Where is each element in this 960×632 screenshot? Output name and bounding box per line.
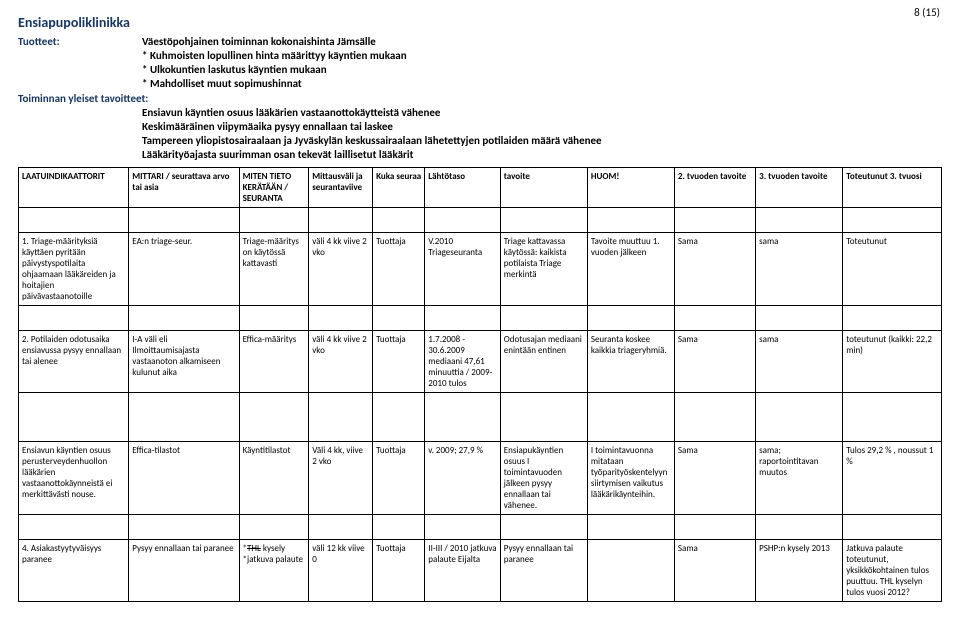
tavoitteet-line1: Ensiavun käyntien osuus lääkärien vastaa… [18, 106, 942, 119]
page-title: Ensiapupoliklinikka [18, 14, 942, 31]
cell: Tuottaja [373, 233, 425, 306]
table-empty-row [19, 417, 942, 442]
cell: Triage-määritys on käytössä kattavasti [239, 233, 309, 306]
tuotteet-line2: * Kuhmoisten lopullinen hinta määrittyy … [18, 49, 942, 62]
cell: EA:n triage-seur. [129, 233, 239, 306]
cell: PSHP:n kysely 2013 [756, 540, 843, 602]
col-header: LAATUINDIKAATTORIT [19, 168, 129, 208]
cell: väli 12 kk viive 0 [309, 540, 373, 602]
cell: Pysyy ennallaan tai paranee [500, 540, 587, 602]
cell: Sama [674, 540, 755, 602]
cell: I-A väli eli Ilmoittaumisajasta vastaano… [129, 331, 239, 393]
tuotteet-line4: * Mahdolliset muut sopimushinnat [18, 77, 942, 90]
cell: 1.7.2008 - 30.6.2009 mediaani 47,61 minu… [425, 331, 500, 393]
cell: 2. Potilaiden odotusaika ensiavussa pysy… [19, 331, 129, 393]
tavoitteet-line2: Keskimääräinen viipymäaika pysyy ennalla… [18, 120, 942, 133]
table-row: 2. Potilaiden odotusaika ensiavussa pysy… [19, 331, 942, 393]
cell: Tuottaja [373, 540, 425, 602]
cell: 1. Triage-määrityksiä käyttäen pyritään … [19, 233, 129, 306]
col-header: 3. tvuoden tavoite [756, 168, 843, 208]
cell: v. 2009; 27,9 % [425, 442, 500, 515]
cell: Triage kattavassa käytössä: kaikista pot… [500, 233, 587, 306]
cell: Käyntitilastot [239, 442, 309, 515]
cell: Seuranta koskee kaikkia triageryhmiä. [587, 331, 674, 393]
cell: Väli 4 kk, viive 2 vko [309, 442, 373, 515]
cell: sama [756, 233, 843, 306]
col-header: Kuka seuraa [373, 168, 425, 208]
cell: Jatkuva palaute toteutunut, yksikkökohta… [843, 540, 942, 602]
cell: II-III / 2010 jatkuva palaute Eijalta [425, 540, 500, 602]
col-header: MITTARI / seurattava arvo tai asia [129, 168, 239, 208]
page-number: 8 (15) [914, 6, 940, 19]
cell: Tuottaja [373, 331, 425, 393]
tuotteet-line3: * Ulkokuntien laskutus käyntien mukaan [18, 63, 942, 76]
table-row: 4. Asiakastyytyväisyys paranee Pysyy enn… [19, 540, 942, 602]
cell: I toimintavuonna mitataan työparityösken… [587, 442, 674, 515]
cell: V.2010 Triageseuranta [425, 233, 500, 306]
cell: Sama [674, 331, 755, 393]
cell: sama; raportointitavan muutos [756, 442, 843, 515]
col-header: HUOM! [587, 168, 674, 208]
cell: Ensiavun käyntien osuus perusterveydenhu… [19, 442, 129, 515]
tuotteet-label: Tuotteet: [18, 35, 142, 48]
table-header-row: LAATUINDIKAATTORIT MITTARI / seurattava … [19, 168, 942, 208]
cell: Sama [674, 233, 755, 306]
col-header: 2. tvuoden tavoite [674, 168, 755, 208]
table-empty-row [19, 208, 942, 233]
col-header: Toteutunut 3. tvuosi [843, 168, 942, 208]
tavoitteet-line3: Tampereen yliopistosairaalaan ja Jyväsky… [18, 134, 942, 147]
cell: sama [756, 331, 843, 393]
table-empty-row [19, 306, 942, 331]
table-row: 1. Triage-määrityksiä käyttäen pyritään … [19, 233, 942, 306]
col-header: Lähtötaso [425, 168, 500, 208]
col-header: MITEN TIETO KERÄTÄÄN / SEURANTA [239, 168, 309, 208]
table-empty-row [19, 515, 942, 540]
cell: Odotusajan mediaani enintään entinen [500, 331, 587, 393]
table-empty-row [19, 393, 942, 418]
cell-with-strike: *THL kysely *jatkuva palaute [239, 540, 309, 602]
indicator-table: LAATUINDIKAATTORIT MITTARI / seurattava … [18, 167, 942, 602]
col-header: tavoite [500, 168, 587, 208]
tavoitteet-line4: Lääkärityöajasta suurimman osan tekevät … [18, 148, 942, 161]
cell: Tavoite muuttuu 1. vuoden jälkeen [587, 233, 674, 306]
cell: väli 4 kk viive 2 vko [309, 233, 373, 306]
cell: Effica-tilastot [129, 442, 239, 515]
cell: Effica-määritys [239, 331, 309, 393]
tuotteet-line1: Väestöpohjainen toiminnan kokonaishinta … [142, 35, 376, 48]
cell: Pysyy ennallaan tai paranee [129, 540, 239, 602]
cell: väli 4 kk viive 2 vko [309, 331, 373, 393]
cell [587, 540, 674, 602]
cell: Tulos 29,2 % , noussut 1 % [843, 442, 942, 515]
tavoitteet-label: Toiminnan yleiset tavoitteet: [18, 92, 178, 105]
cell: Ensiapukäyntien osuus I toimintavuoden j… [500, 442, 587, 515]
cell: Tuottaja [373, 442, 425, 515]
col-header: Mittausväli ja seurantaviive [309, 168, 373, 208]
table-row: Ensiavun käyntien osuus perusterveydenhu… [19, 442, 942, 515]
cell: 4. Asiakastyytyväisyys paranee [19, 540, 129, 602]
cell: toteutunut (kaikki: 22,2 min) [843, 331, 942, 393]
cell: Sama [674, 442, 755, 515]
cell: Toteutunut [843, 233, 942, 306]
